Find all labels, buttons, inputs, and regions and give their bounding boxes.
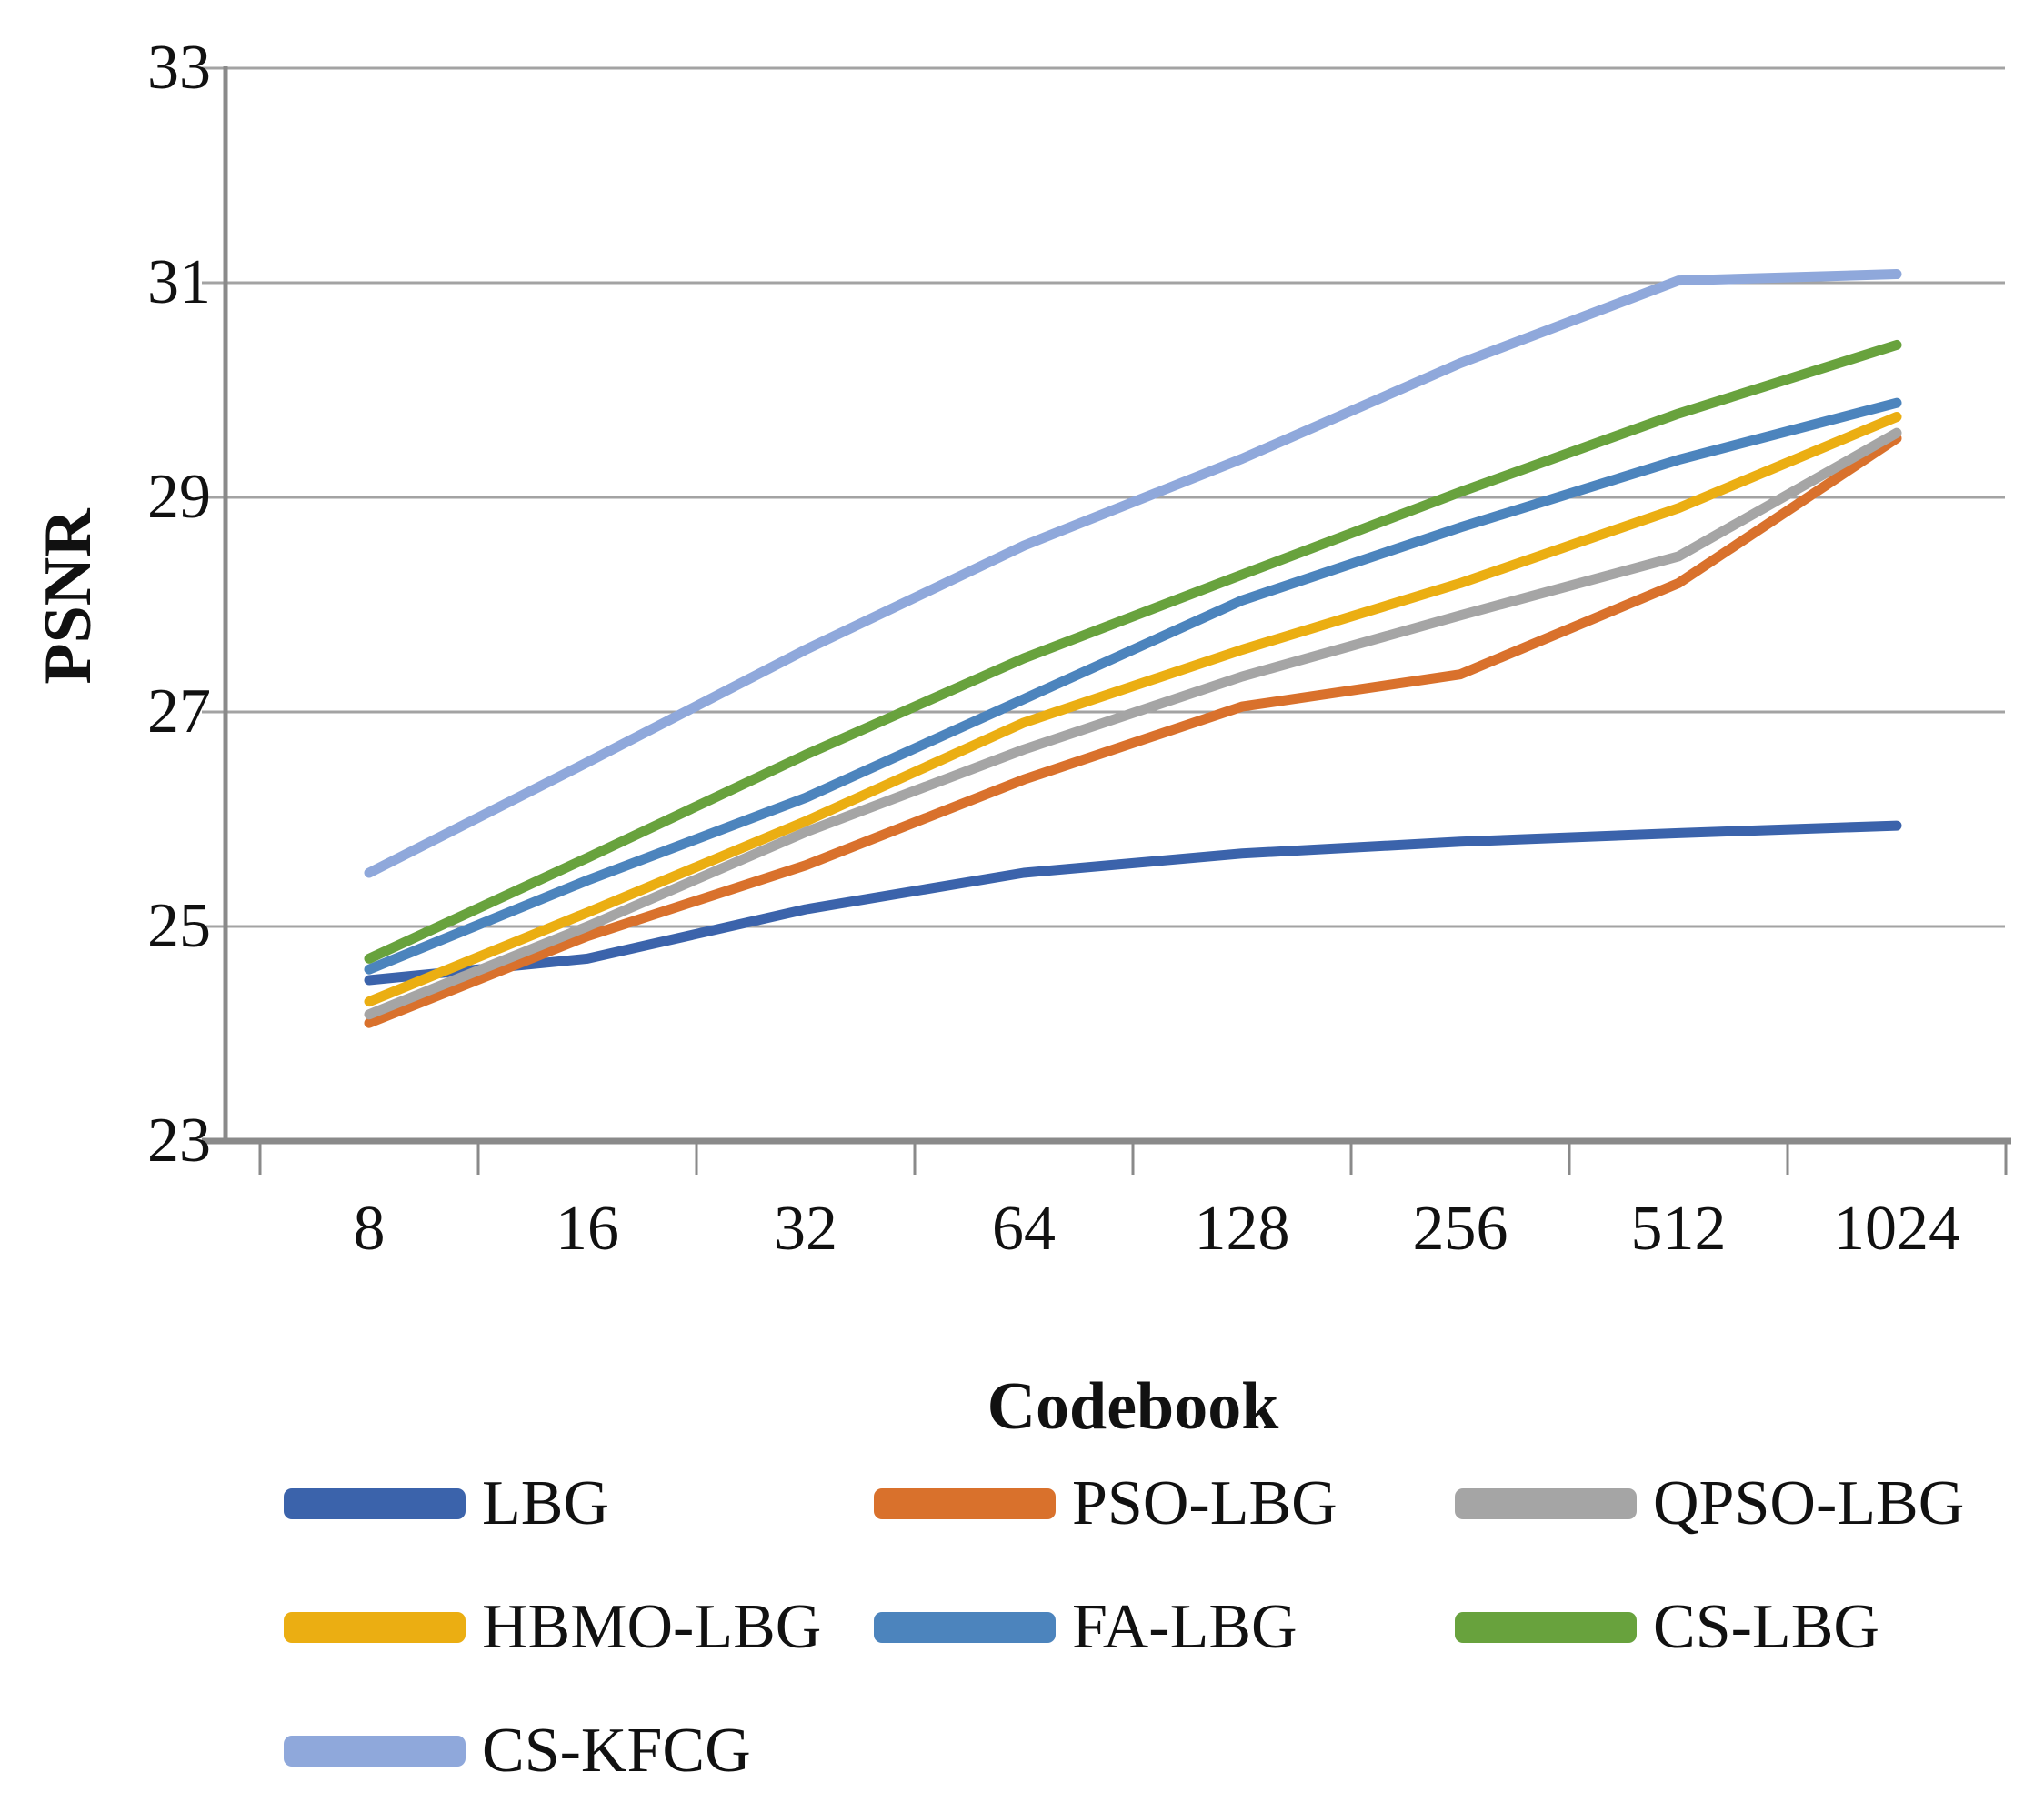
x-tick-label: 8 [353,1194,386,1264]
x-tick-label: 1024 [1833,1194,1960,1264]
x-axis-title: Codebook [987,1369,1279,1444]
legend-item-hbmo-lbg: HBMO-LBG [284,1591,821,1664]
legend-swatch-qpso-lbg [1455,1488,1637,1519]
series-line-fa-lbg [364,397,1902,975]
legend-label-lbg: LBG [482,1468,609,1538]
series-line-qpso-lbg [364,427,1902,1020]
legend-label-fa-lbg: FA-LBG [1072,1592,1298,1662]
legend-item-cs-kfcg: CS-KFCG [284,1715,751,1787]
x-tick-label: 256 [1412,1194,1508,1264]
legend-label-qpso-lbg: QPSO-LBG [1653,1468,1965,1538]
series-line-pso-lbg [364,433,1902,1028]
x-tick-label: 32 [774,1194,837,1264]
y-tick-label: 31 [147,247,211,317]
legend-item-lbg: LBG [284,1467,609,1540]
legend-swatch-fa-lbg [874,1612,1056,1643]
legend-swatch-pso-lbg [874,1488,1056,1519]
x-tick-label: 16 [556,1194,619,1264]
legend-swatch-hbmo-lbg [284,1612,466,1643]
legend-item-fa-lbg: FA-LBG [874,1591,1298,1664]
legend-item-pso-lbg: PSO-LBG [874,1467,1338,1540]
series-line-lbg [364,820,1902,986]
x-tick-label: 64 [992,1194,1056,1264]
y-tick-label: 25 [147,891,211,961]
y-axis-title: PSNR [31,508,105,685]
legend-item-cs-lbg: CS-LBG [1455,1591,1879,1664]
series-line-hbmo-lbg [364,412,1902,1007]
y-tick-label: 33 [147,33,211,103]
legend-label-hbmo-lbg: HBMO-LBG [482,1592,822,1662]
legend-swatch-cs-lbg [1455,1612,1637,1643]
legend-swatch-lbg [284,1488,466,1519]
legend-swatch-cs-kfcg [284,1736,466,1767]
x-tick-label: 512 [1630,1194,1727,1264]
legend-label-cs-kfcg: CS-KFCG [482,1716,751,1786]
x-tick-label: 128 [1194,1194,1290,1264]
y-tick-label: 27 [147,676,211,746]
legend-label-pso-lbg: PSO-LBG [1072,1468,1338,1538]
legend-item-qpso-lbg: QPSO-LBG [1455,1467,1964,1540]
series-line-cs-kfcg [364,269,1902,878]
y-tick-label: 23 [147,1106,211,1176]
series-line-cs-lbg [364,339,1902,964]
y-tick-label: 29 [147,462,211,532]
legend-label-cs-lbg: CS-LBG [1653,1592,1879,1662]
